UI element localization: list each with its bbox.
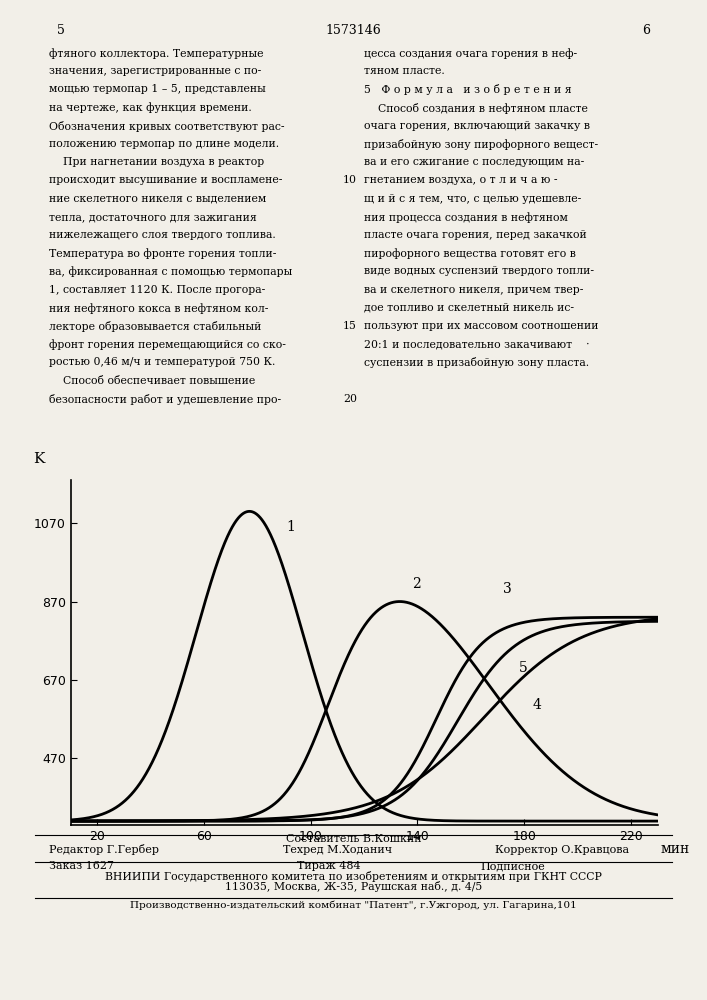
Text: ростью 0,46 м/ч и температурой 750 К.: ростью 0,46 м/ч и температурой 750 К. <box>49 357 276 367</box>
Text: При нагнетании воздуха в реактор: При нагнетании воздуха в реактор <box>49 157 264 167</box>
Text: ния процесса создания в нефтяном: ния процесса создания в нефтяном <box>364 212 568 223</box>
Text: пласте очага горения, перед закачкой: пласте очага горения, перед закачкой <box>364 230 587 240</box>
Text: виде водных суспензий твердого топли-: виде водных суспензий твердого топли- <box>364 266 594 276</box>
Text: 4: 4 <box>532 698 541 712</box>
Text: значения, зарегистрированные с по-: значения, зарегистрированные с по- <box>49 66 262 76</box>
Text: пользуют при их массовом соотношении: пользуют при их массовом соотношении <box>364 321 599 331</box>
Text: ВНИИПИ Государственного комитета по изобретениям и открытиям при ГКНТ СССР: ВНИИПИ Государственного комитета по изоб… <box>105 871 602 882</box>
Text: ва и скелетного никеля, причем твер-: ва и скелетного никеля, причем твер- <box>364 285 583 295</box>
Text: мин: мин <box>660 842 690 856</box>
Text: на чертеже, как функция времени.: на чертеже, как функция времени. <box>49 103 252 113</box>
Text: лекторе образовывается стабильный: лекторе образовывается стабильный <box>49 321 262 332</box>
Text: безопасности работ и удешевление про-: безопасности работ и удешевление про- <box>49 394 281 405</box>
Text: 3: 3 <box>503 582 512 596</box>
Text: 15: 15 <box>343 321 357 331</box>
Text: происходит высушивание и воспламене-: происходит высушивание и воспламене- <box>49 175 283 185</box>
Text: тепла, достаточного для зажигания: тепла, достаточного для зажигания <box>49 212 257 222</box>
Text: мощью термопар 1 – 5, представлены: мощью термопар 1 – 5, представлены <box>49 84 267 94</box>
Text: 1: 1 <box>287 520 296 534</box>
Text: Температура во фронте горения топли-: Температура во фронте горения топли- <box>49 248 277 259</box>
Text: 10: 10 <box>343 175 357 185</box>
Text: тяном пласте.: тяном пласте. <box>364 66 445 76</box>
Text: 20:1 и последовательно закачивают    ·: 20:1 и последовательно закачивают · <box>364 339 590 349</box>
Text: дое топливо и скелетный никель ис-: дое топливо и скелетный никель ис- <box>364 303 574 313</box>
Text: 20: 20 <box>343 394 357 404</box>
Text: пирофорного вещества готовят его в: пирофорного вещества готовят его в <box>364 248 576 259</box>
Text: ние скелетного никеля с выделением: ние скелетного никеля с выделением <box>49 194 267 204</box>
Text: ва и его сжигание с последующим на-: ва и его сжигание с последующим на- <box>364 157 585 167</box>
Text: Способ обеспечивает повышение: Способ обеспечивает повышение <box>49 376 256 386</box>
Text: фронт горения перемещающийся со ско-: фронт горения перемещающийся со ско- <box>49 339 286 350</box>
Text: ния нефтяного кокса в нефтяном кол-: ния нефтяного кокса в нефтяном кол- <box>49 303 269 314</box>
Text: Способ создания в нефтяном пласте: Способ создания в нефтяном пласте <box>364 103 588 114</box>
Text: Техред М.Ходанич: Техред М.Ходанич <box>283 845 392 855</box>
Text: очага горения, включающий закачку в: очага горения, включающий закачку в <box>364 121 590 131</box>
Text: нижележащего слоя твердого топлива.: нижележащего слоя твердого топлива. <box>49 230 276 240</box>
Text: K: K <box>33 452 44 466</box>
Text: Подписное: Подписное <box>481 861 546 871</box>
Text: цесса создания очага горения в неф-: цесса создания очага горения в неф- <box>364 48 577 59</box>
Text: Производственно-издательский комбинат "Патент", г.Ужгород, ул. Гагарина,101: Производственно-издательский комбинат "П… <box>130 900 577 910</box>
Text: Тираж 484: Тираж 484 <box>297 861 361 871</box>
Text: 2: 2 <box>412 577 421 591</box>
Text: суспензии в призабойную зону пласта.: суспензии в призабойную зону пласта. <box>364 357 589 368</box>
Text: 1573146: 1573146 <box>326 24 381 37</box>
Text: призабойную зону пирофорного вещест-: призабойную зону пирофорного вещест- <box>364 139 598 150</box>
Text: 5   Ф о р м у л а   и з о б р е т е н и я: 5 Ф о р м у л а и з о б р е т е н и я <box>364 84 572 95</box>
Text: Обозначения кривых соответствуют рас-: Обозначения кривых соответствуют рас- <box>49 121 285 132</box>
Text: положению термопар по длине модели.: положению термопар по длине модели. <box>49 139 279 149</box>
Text: Заказ 1627: Заказ 1627 <box>49 861 115 871</box>
Text: Корректор О.Кравцова: Корректор О.Кравцова <box>495 845 629 855</box>
Text: 1, составляет 1120 К. После прогора-: 1, составляет 1120 К. После прогора- <box>49 285 266 295</box>
Text: 5: 5 <box>519 661 527 675</box>
Text: 5: 5 <box>57 24 64 37</box>
Text: Редактор Г.Гербер: Редактор Г.Гербер <box>49 844 160 855</box>
Text: фтяного коллектора. Температурные: фтяного коллектора. Температурные <box>49 48 264 59</box>
Text: щ и й с я тем, что, с целью удешевле-: щ и й с я тем, что, с целью удешевле- <box>364 194 581 204</box>
Text: гнетанием воздуха, о т л и ч а ю -: гнетанием воздуха, о т л и ч а ю - <box>364 175 558 185</box>
Text: 6: 6 <box>643 24 650 37</box>
Text: ва, фиксированная с помощью термопары: ва, фиксированная с помощью термопары <box>49 266 293 277</box>
Text: Составитель В.Кошкин: Составитель В.Кошкин <box>286 834 421 844</box>
Text: 113035, Москва, Ж-35, Раушская наб., д. 4/5: 113035, Москва, Ж-35, Раушская наб., д. … <box>225 881 482 892</box>
